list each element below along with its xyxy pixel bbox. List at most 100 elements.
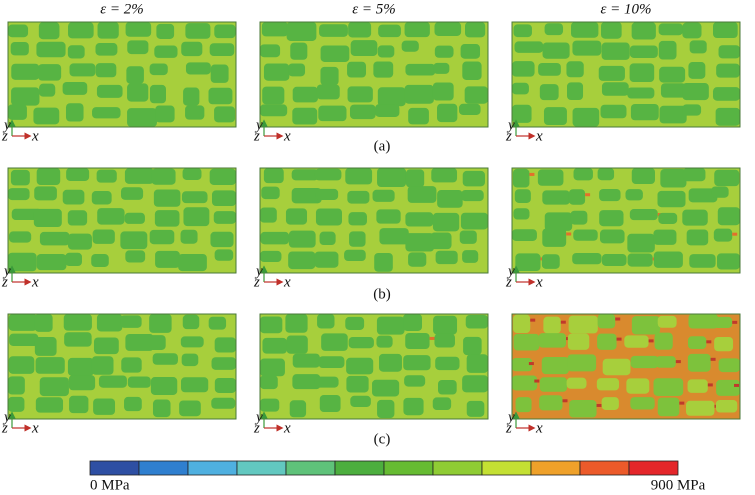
grain	[127, 108, 157, 127]
grain	[686, 229, 709, 246]
grain	[430, 232, 452, 250]
grain	[180, 377, 209, 393]
grain	[345, 168, 373, 185]
grain	[601, 254, 627, 266]
grain	[35, 357, 65, 374]
grain	[631, 316, 661, 335]
axis-y: y	[506, 117, 515, 133]
grain	[602, 358, 631, 376]
grain	[573, 229, 598, 241]
grain	[34, 337, 57, 356]
grain	[567, 333, 590, 350]
grain	[624, 335, 649, 348]
grain	[260, 250, 282, 262]
grain	[263, 63, 290, 81]
grain	[566, 377, 587, 389]
grain	[208, 316, 227, 330]
grain	[34, 186, 57, 201]
grain	[683, 168, 706, 182]
panel-frame	[7, 167, 237, 274]
axis-x: x	[283, 274, 291, 290]
grain	[514, 41, 544, 53]
grain	[315, 208, 342, 226]
grain	[292, 107, 318, 125]
grain	[599, 229, 625, 244]
grain	[459, 103, 481, 115]
grain	[718, 358, 740, 373]
stress-panel: yz x	[1, 167, 237, 290]
grain	[460, 44, 481, 59]
grain	[538, 333, 567, 348]
grain	[260, 316, 283, 334]
hot-spot	[616, 337, 622, 341]
grain	[95, 43, 118, 56]
grain	[377, 45, 395, 58]
grain	[434, 45, 454, 58]
grain	[544, 23, 564, 36]
grain	[569, 399, 597, 418]
grain	[38, 22, 60, 40]
grain	[319, 24, 348, 37]
grain	[598, 65, 625, 81]
hot-spot	[675, 360, 681, 364]
grain	[572, 252, 602, 265]
grain	[211, 397, 236, 409]
grain	[464, 86, 488, 104]
grain	[149, 84, 166, 104]
grain	[573, 168, 593, 181]
grain	[716, 63, 740, 78]
grain	[9, 231, 32, 243]
grain	[62, 189, 85, 205]
grain	[65, 103, 84, 122]
grain	[437, 190, 463, 208]
axis-y: y	[2, 263, 11, 279]
column-header: ε = 10%	[600, 1, 651, 17]
grain	[181, 191, 208, 204]
grain	[319, 395, 341, 413]
grain	[289, 400, 307, 418]
grain	[687, 336, 707, 349]
grain	[466, 354, 488, 373]
grain	[658, 40, 677, 60]
axis-x: x	[31, 128, 39, 144]
grain	[8, 188, 30, 201]
grain	[687, 379, 708, 393]
grain	[512, 375, 538, 391]
grain	[658, 212, 678, 224]
hot-spot	[732, 232, 738, 236]
grain	[291, 169, 319, 181]
grain	[629, 45, 658, 58]
grain	[567, 354, 597, 372]
grain	[292, 374, 321, 390]
stress-panel: yz x	[253, 313, 489, 436]
grain	[286, 22, 317, 41]
grain	[597, 333, 617, 350]
grain	[124, 212, 145, 224]
grain	[121, 357, 142, 373]
grain	[655, 356, 676, 368]
grain	[125, 334, 154, 351]
grain	[630, 355, 659, 369]
hot-spot	[429, 336, 435, 340]
grain	[404, 22, 430, 38]
grain	[120, 231, 148, 250]
grain	[320, 45, 350, 62]
grain	[288, 251, 316, 270]
grain	[405, 169, 425, 188]
grain	[347, 190, 370, 204]
grain	[152, 353, 178, 365]
grain	[465, 22, 486, 38]
grain	[376, 316, 405, 335]
grain	[601, 22, 622, 39]
grain	[69, 63, 96, 77]
grain	[682, 104, 702, 116]
grain	[63, 314, 92, 331]
grain	[261, 22, 289, 37]
grain	[290, 42, 308, 60]
grain	[214, 337, 236, 353]
grain	[349, 104, 376, 120]
grain	[375, 104, 400, 117]
grain	[318, 105, 347, 122]
axis-z: z	[505, 128, 512, 144]
grain	[155, 250, 180, 268]
